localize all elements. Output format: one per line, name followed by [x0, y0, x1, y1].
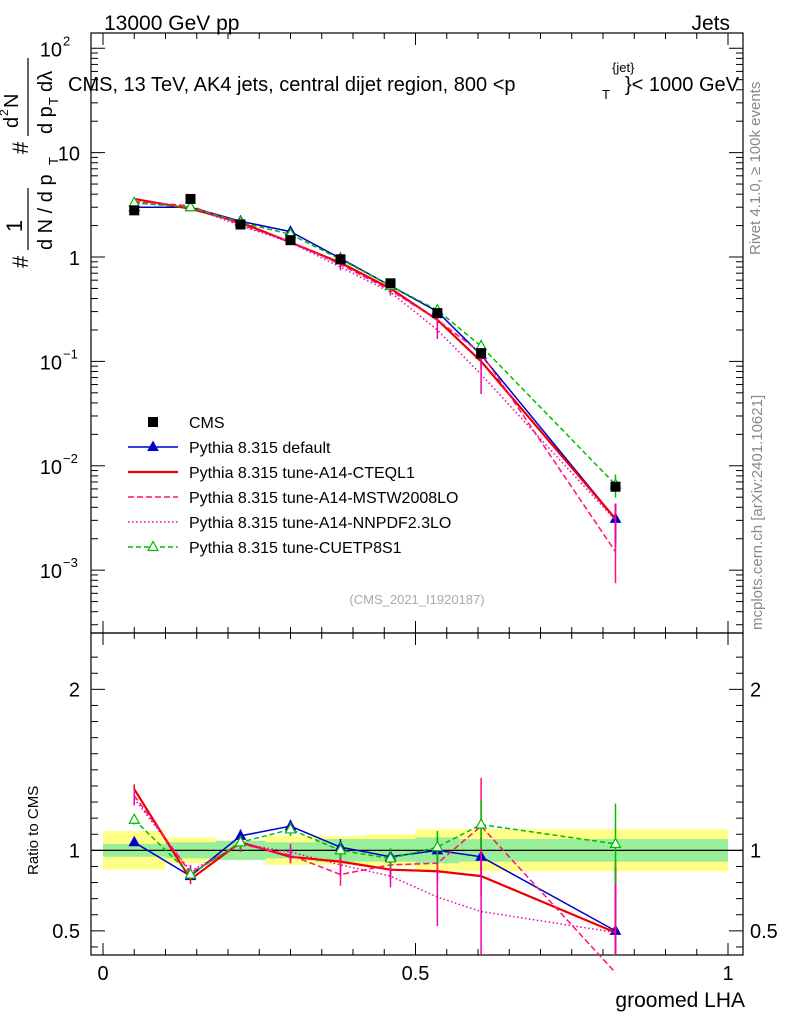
- legend-label: Pythia 8.315 tune-A14-NNPDF2.3LO: [189, 515, 451, 532]
- legend-label: CMS: [189, 415, 225, 432]
- ylabel-frac2-den-tail: dλ: [35, 71, 57, 92]
- y-tick-label-exp: 2: [63, 33, 70, 48]
- cms-data-point: [285, 235, 296, 246]
- ylabel-frac1-den: d N / d p: [35, 174, 57, 250]
- ratio-y-tick-label: 0.5: [52, 921, 80, 943]
- ylabel-frac2-num-tail: N: [1, 94, 23, 108]
- x-tick-label: 1: [722, 963, 733, 985]
- cms-data-point: [185, 193, 196, 204]
- y-tick-label: 1: [69, 248, 80, 270]
- analysis-tag: (CMS_2021_I1920187): [349, 592, 484, 607]
- header-left: 13000 GeV pp: [104, 12, 239, 35]
- ratio-y-tick-label: 1: [69, 840, 80, 862]
- rivet-label: Rivet 4.1.0, ≥ 100k events: [747, 82, 764, 255]
- cms-data-point: [235, 219, 246, 230]
- cms-data-point: [335, 254, 346, 265]
- cms-data-point: [476, 348, 487, 359]
- legend-label: Pythia 8.315 tune-A14-CTEQL1: [189, 465, 415, 482]
- y-tick-label-exp: −1: [63, 346, 78, 361]
- y-tick-label-base: 10: [40, 352, 62, 374]
- ratio-marker: [128, 813, 141, 824]
- ylabel-top: # 1 d N / d p T # d 2 N d p T dλ: [0, 58, 61, 268]
- ratio-panel: 0 0.5 1 0.5 0.5 1 1 2 2: [52, 621, 778, 985]
- x-tick-label: 0.5: [402, 963, 430, 985]
- legend-marker: [147, 440, 159, 451]
- ratio-marker: [384, 851, 397, 863]
- y-tick-label-exp: −2: [63, 451, 78, 466]
- legend-label: Pythia 8.315 tune-CUETP8S1: [189, 540, 402, 557]
- cms-data-point: [385, 278, 396, 289]
- title-sub: T: [602, 87, 610, 102]
- ratio-series-line: [133, 798, 616, 934]
- y-tick-label: 10: [58, 144, 80, 166]
- y-tick-label-base: 10: [40, 457, 62, 479]
- ratio-y-tick-label-right: 2: [750, 679, 761, 701]
- ratio-marker: [609, 837, 622, 849]
- series-marker: [184, 200, 197, 212]
- ratio-marker: [284, 822, 297, 834]
- ylabel-frac2-num: d: [1, 117, 23, 128]
- cms-data-point: [610, 481, 621, 492]
- ratio-ylabel: Ratio to CMS: [25, 786, 42, 875]
- ratio-y-tick-label-right: 1: [750, 840, 761, 862]
- legend-label: Pythia 8.315 tune-A14-MSTW2008LO: [189, 490, 458, 507]
- ratio-marker: [475, 817, 488, 829]
- header-right: Jets: [691, 12, 730, 35]
- series-line: [134, 202, 617, 486]
- ratio-marker: [431, 840, 444, 852]
- ylabel-frac2-den-sub: T: [46, 97, 61, 105]
- legend-marker: [148, 417, 158, 427]
- title-sup: {jet}: [612, 60, 635, 75]
- ratio-frame: [90, 632, 744, 956]
- title-tail: }< 1000 GeV: [625, 74, 740, 96]
- xlabel: groomed LHA: [615, 989, 745, 1012]
- ylabel-frac2-num-sup: 2: [0, 109, 11, 116]
- title-main: CMS, 13 TeV, AK4 jets, central dijet reg…: [68, 74, 516, 96]
- ratio-marker: [128, 835, 141, 847]
- ratio-y-tick-label-right: 0.5: [750, 921, 778, 943]
- mcplots-label: mcplots.cern.ch [arXiv:2401.10621]: [749, 395, 766, 630]
- cms-data-point: [129, 205, 140, 216]
- ratio-marker: [334, 843, 347, 855]
- ratio-marker: [234, 835, 247, 847]
- ylabel-frac1-num: 1: [2, 220, 27, 232]
- ratio-marker: [184, 867, 197, 879]
- y-tick-label-base: 10: [40, 39, 62, 61]
- y-tick-label-base: 10: [40, 561, 62, 583]
- legend-label: Pythia 8.315 default: [189, 440, 331, 457]
- ylabel-frac1-den-sub: T: [46, 157, 61, 165]
- chart-title: CMS, 13 TeV, AK4 jets, central dijet reg…: [68, 60, 740, 102]
- cms-data-point: [432, 308, 443, 319]
- ylabel-frac2-den: d p: [35, 106, 57, 134]
- legend-marker: [146, 540, 160, 552]
- y-tick-label-exp: −3: [63, 555, 78, 570]
- ylabel-mid: #: [8, 141, 33, 154]
- legend: CMS Pythia 8.315 default Pythia 8.315 tune…: [128, 415, 458, 557]
- x-tick-label: 0: [97, 963, 108, 985]
- ratio-series-line: [133, 795, 617, 974]
- ylabel-prefix: #: [8, 255, 33, 268]
- ratio-y-tick-label: 2: [69, 679, 80, 701]
